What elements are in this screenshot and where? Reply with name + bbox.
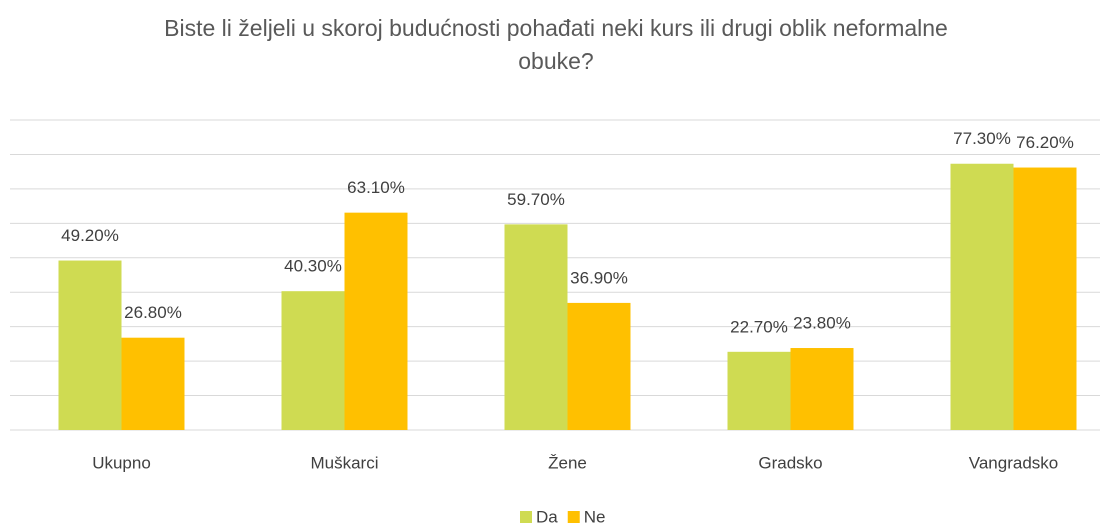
legend-swatch bbox=[567, 511, 580, 523]
value-label: 76.20% bbox=[1016, 133, 1074, 152]
value-label: 26.80% bbox=[124, 303, 182, 322]
value-label: 40.30% bbox=[284, 257, 342, 276]
value-label: 63.10% bbox=[347, 178, 405, 197]
value-label: 36.90% bbox=[570, 268, 628, 287]
bar bbox=[121, 337, 185, 430]
x-tick-label: Gradsko bbox=[758, 453, 822, 472]
bar bbox=[950, 163, 1014, 430]
x-tick-label: Vangradsko bbox=[969, 453, 1058, 472]
x-tick-label: Muškarci bbox=[310, 453, 378, 472]
bar bbox=[281, 291, 345, 430]
bar bbox=[1013, 167, 1077, 431]
legend-label: Ne bbox=[584, 507, 606, 526]
bar bbox=[58, 260, 122, 430]
bar bbox=[727, 351, 791, 430]
value-label: 77.30% bbox=[953, 129, 1011, 148]
x-tick-label: Ukupno bbox=[92, 453, 151, 472]
bar bbox=[504, 224, 568, 430]
legend-swatch bbox=[520, 511, 532, 523]
bar bbox=[790, 348, 854, 430]
x-tick-label: Žene bbox=[548, 453, 587, 472]
chart-title: Biste li željeli u skoroj budućnosti poh… bbox=[164, 15, 948, 74]
value-label: 23.80% bbox=[793, 314, 851, 333]
value-label: 22.70% bbox=[730, 317, 788, 336]
value-label: 59.70% bbox=[507, 190, 565, 209]
value-label: 49.20% bbox=[61, 226, 119, 245]
legend-label: Da bbox=[536, 507, 558, 526]
bar bbox=[344, 212, 408, 430]
bar bbox=[567, 302, 631, 430]
